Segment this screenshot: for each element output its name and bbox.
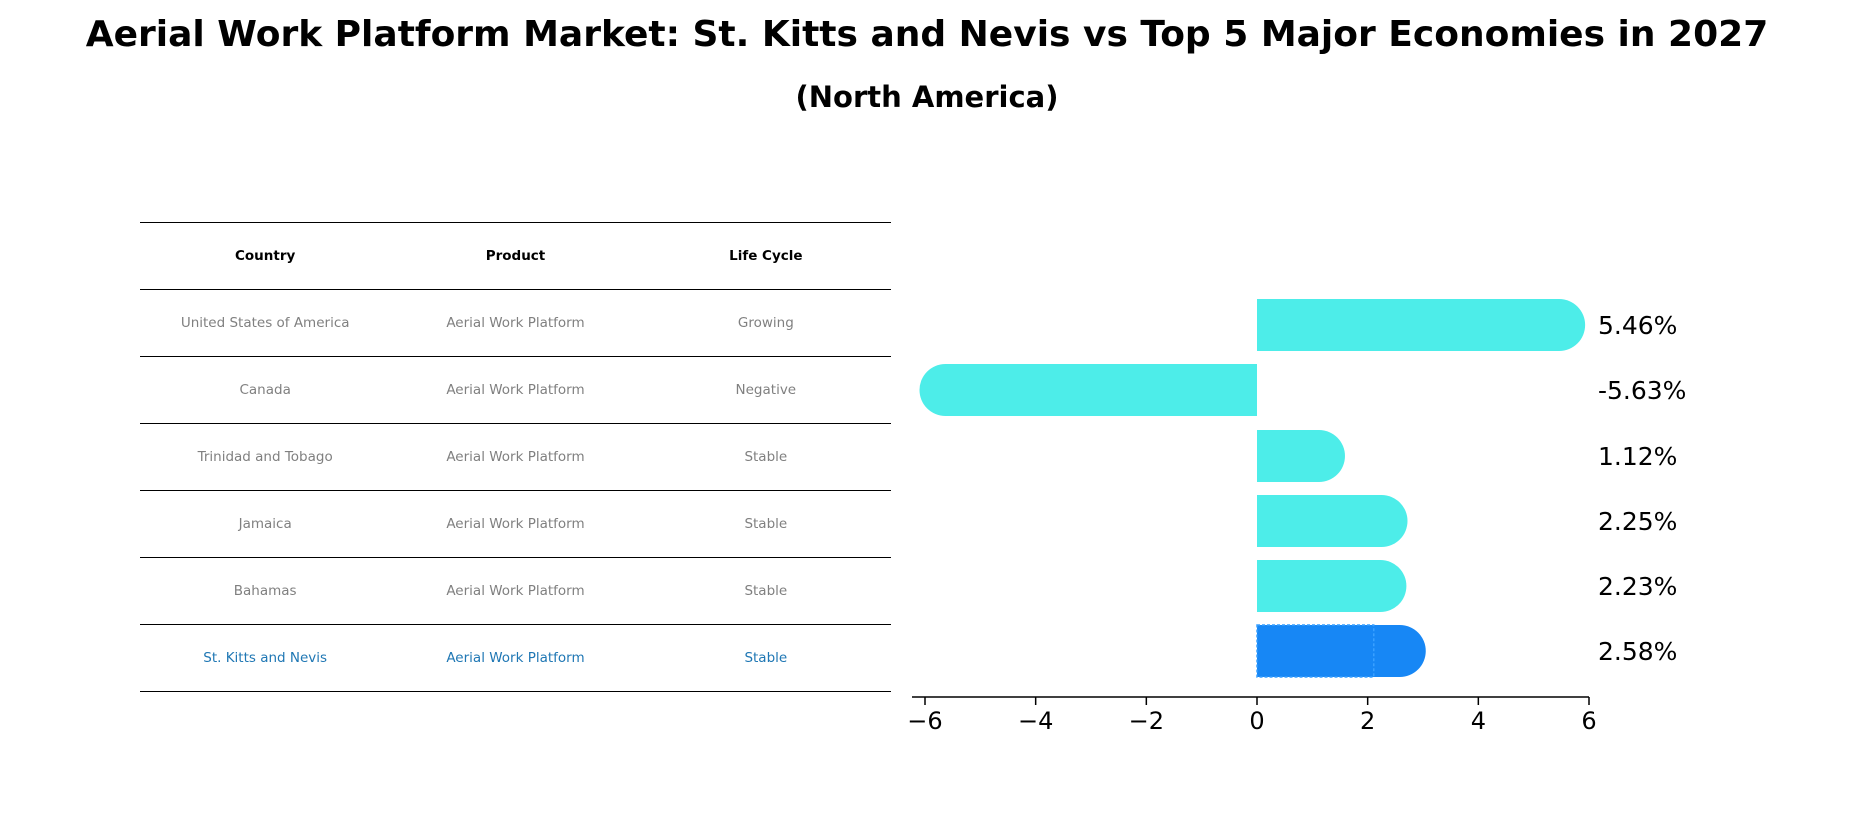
bar-value-label: -5.63% (1598, 376, 1686, 405)
table-row: Trinidad and Tobago Aerial Work Platform… (140, 423, 891, 491)
cell-country: St. Kitts and Nevis (140, 624, 391, 692)
cell-product: Aerial Work Platform (390, 490, 641, 558)
x-tick-label: −2 (1129, 707, 1164, 735)
cell-life-cycle: Stable (640, 490, 891, 558)
header-country: Country (140, 222, 391, 290)
cell-country: Bahamas (140, 557, 391, 625)
cell-country: Trinidad and Tobago (140, 423, 391, 491)
bar (1257, 430, 1345, 482)
cell-life-cycle: Stable (640, 557, 891, 625)
cell-product: Aerial Work Platform (390, 557, 641, 625)
cell-life-cycle: Stable (640, 624, 891, 692)
cell-life-cycle: Growing (640, 289, 891, 357)
table-row: United States of America Aerial Work Pla… (140, 289, 891, 357)
bar (1257, 560, 1407, 612)
cell-country: United States of America (140, 289, 391, 357)
bar-highlighted (1257, 625, 1426, 677)
cell-product: Aerial Work Platform (390, 423, 641, 491)
table-row: Bahamas Aerial Work Platform Stable (140, 557, 891, 625)
bar (1257, 495, 1408, 547)
cell-country: Jamaica (140, 490, 391, 558)
header-life-cycle: Life Cycle (640, 222, 891, 290)
life-cycle-table: Country Product Life Cycle United States… (140, 222, 891, 692)
x-tick-label: 6 (1581, 707, 1596, 735)
bar-group (919, 299, 1586, 678)
x-tick-label: 0 (1249, 707, 1264, 735)
x-tick-label: −6 (907, 707, 942, 735)
bar-value-label: 2.25% (1598, 507, 1677, 536)
header-product: Product (390, 222, 641, 290)
bar-value-label: 1.12% (1598, 442, 1677, 471)
bar (1257, 299, 1586, 351)
bar (919, 364, 1257, 416)
bar-value-label: 2.58% (1598, 637, 1677, 666)
table-header-row: Country Product Life Cycle (140, 222, 891, 290)
cell-country: Canada (140, 356, 391, 424)
cell-product: Aerial Work Platform (390, 624, 641, 692)
x-axis: −6 −4 −2 0 2 4 6 (907, 696, 1597, 735)
table-row-highlighted: St. Kitts and Nevis Aerial Work Platform… (140, 624, 891, 692)
chart-title: Aerial Work Platform Market: St. Kitts a… (85, 14, 1769, 55)
value-label-group: 5.46% -5.63% 1.12% 2.25% 2.23% 2.58% (1598, 311, 1686, 666)
cell-product: Aerial Work Platform (390, 356, 641, 424)
chart-subtitle: (North America) (795, 80, 1059, 114)
cell-life-cycle: Negative (640, 356, 891, 424)
bar-value-label: 2.23% (1598, 572, 1677, 601)
cell-life-cycle: Stable (640, 423, 891, 491)
x-tick-label: 2 (1360, 707, 1375, 735)
x-tick-label: −4 (1018, 707, 1053, 735)
bar-highlight-outline (1256, 624, 1375, 678)
x-tick-label: 4 (1471, 707, 1486, 735)
cell-product: Aerial Work Platform (390, 289, 641, 357)
table-row: Canada Aerial Work Platform Negative (140, 356, 891, 424)
table-row: Jamaica Aerial Work Platform Stable (140, 490, 891, 558)
bar-value-label: 5.46% (1598, 311, 1677, 340)
